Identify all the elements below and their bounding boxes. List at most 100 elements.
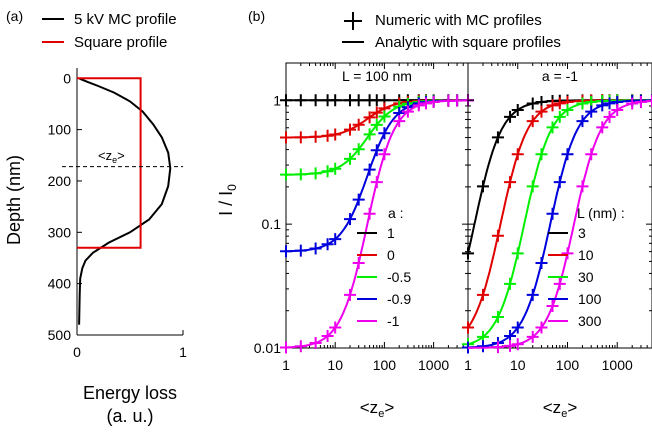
marker--0.9 (309, 242, 322, 255)
marker-10 (511, 148, 524, 161)
marker-30 (553, 110, 566, 123)
legend-b-label-analytic: Analytic with square profiles (375, 34, 561, 51)
panel-a-mc-profile-line (78, 77, 172, 325)
marker--1 (451, 94, 464, 107)
marker-100 (553, 176, 566, 189)
mean-depth-label-close: > (117, 148, 125, 163)
marker-1 (352, 94, 365, 107)
marker--1 (401, 105, 414, 118)
panel-b-right-xlabel: <ze> (543, 398, 578, 420)
legend-a-label-square: Square profile (74, 34, 167, 51)
legend-label--0.5: -0.5 (387, 269, 411, 285)
marker-0 (329, 128, 342, 141)
marker-30 (526, 180, 539, 193)
marker-300 (491, 341, 504, 354)
marker-300 (585, 148, 598, 161)
marker-300 (504, 339, 517, 352)
x-tick-label: 1 (464, 357, 472, 373)
marker-3 (526, 97, 539, 110)
panel-b-right-xlabel-main: <z (543, 398, 561, 417)
marker-3 (476, 180, 489, 193)
marker--1 (370, 176, 383, 189)
marker--1 (294, 340, 307, 353)
marker-300 (576, 180, 589, 193)
marker-300 (626, 97, 639, 110)
x-tick-label: 100 (373, 357, 397, 373)
panel-b-ylabel-main: I / I (216, 191, 236, 216)
marker-3 (462, 247, 474, 260)
marker-30 (511, 247, 524, 260)
panel-a-ylabel: Depth (nm) (4, 155, 24, 245)
marker-300 (561, 247, 574, 260)
panel-a-mean-depth-label: <ze> (98, 148, 125, 165)
y-tick-label: 1 (273, 92, 281, 108)
x-tick-label: 100 (556, 357, 580, 373)
marker-0 (352, 118, 365, 131)
panel-a-ytick-label: 100 (48, 122, 72, 138)
marker-0 (370, 106, 383, 119)
legend-label-30: 30 (578, 269, 594, 285)
panel-a-ytick-label: 500 (48, 327, 72, 343)
mean-depth-label-sub: e (112, 155, 117, 165)
panel-b-left-xlabel-sub: e (378, 408, 384, 420)
panel-a-xlabel: Energy loss (83, 383, 177, 403)
marker--0.5 (378, 110, 391, 123)
panel-a-xtick-label: 0 (73, 344, 81, 360)
marker-1 (294, 94, 307, 107)
panel-b-ylabel: I / I0 (216, 184, 239, 216)
marker-10 (546, 99, 559, 112)
marker-1 (309, 94, 322, 107)
panel-a-ytick-label: 0 (63, 70, 71, 86)
marker-100 (526, 288, 539, 301)
marker-300 (596, 121, 609, 134)
marker--1 (344, 288, 357, 301)
panel-b-left-xlabel-close: > (384, 398, 394, 417)
marker--0.5 (370, 118, 383, 131)
x-tick-label: 1000 (602, 357, 633, 373)
panel-a-xlabel-units: (a. u.) (106, 406, 153, 426)
marker-10 (535, 105, 548, 118)
marker-30 (576, 97, 589, 110)
marker--0.5 (363, 128, 376, 141)
marker-0 (294, 131, 307, 144)
legend-label-1: 1 (387, 225, 395, 241)
x-tick-label: 10 (510, 357, 526, 373)
marker--0.9 (321, 238, 334, 251)
marker--0.9 (344, 213, 357, 226)
marker-30 (546, 121, 559, 134)
panel-b-left-title: L = 100 nm (342, 68, 412, 84)
panel-label-a: (a) (6, 8, 23, 24)
marker--0.9 (280, 245, 292, 258)
panel-b-right-xlabel-sub: e (561, 408, 567, 420)
legend-label-300: 300 (578, 313, 602, 329)
marker--0.9 (294, 244, 307, 257)
panel-b-left-legend-title: a : (388, 205, 404, 221)
panel-b-right-plot: 1 10 100 1000 a = -1 L (nm) : 3 10 30 100 300 <… (462, 62, 652, 420)
marker--1 (321, 329, 334, 342)
marker--0.9 (329, 233, 342, 246)
marker-300 (634, 96, 647, 109)
marker-3 (491, 131, 504, 144)
legend-label--1: -1 (387, 313, 400, 329)
panel-b-left-xlabel-main: <z (360, 398, 378, 417)
panel-b-ylabel-sub: 0 (225, 184, 239, 191)
legend-a-label-mc: 5 kV MC profile (74, 11, 177, 28)
legend-label-3: 3 (578, 225, 586, 241)
legend-b-label-numeric: Numeric with MC profiles (375, 12, 542, 29)
marker-300 (535, 321, 548, 334)
marker-0 (363, 111, 376, 124)
marker--0.9 (370, 144, 383, 157)
marker--1 (280, 341, 292, 354)
marker-300 (553, 277, 566, 290)
marker--1 (363, 207, 376, 220)
marker--1 (352, 256, 365, 269)
marker-100 (546, 207, 559, 220)
marker-100 (511, 321, 524, 334)
x-tick-label: 1000 (418, 357, 449, 373)
marker--1 (427, 96, 440, 109)
legend-label-0: 0 (387, 247, 395, 263)
marker-0 (321, 129, 334, 142)
